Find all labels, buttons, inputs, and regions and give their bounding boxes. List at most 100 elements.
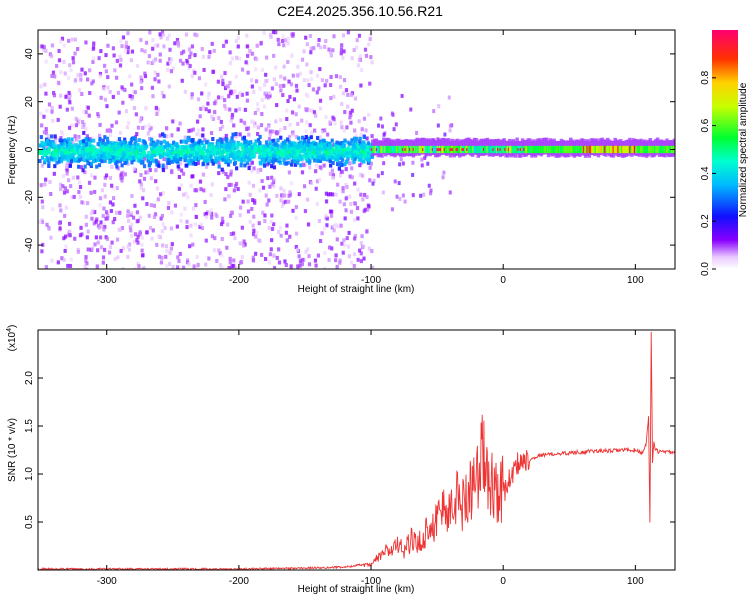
heatmap-cell <box>239 160 244 165</box>
heatmap-cell <box>318 238 323 243</box>
heatmap-cell <box>365 147 369 152</box>
heatmap-cell <box>285 155 289 160</box>
heatmap-cell <box>127 155 131 160</box>
heatmap-cell <box>256 102 260 107</box>
heatmap-cell <box>107 144 111 149</box>
heatmap-cell <box>58 226 62 231</box>
heatmap-cell <box>120 226 125 231</box>
heatmap-cell <box>263 213 267 218</box>
heatmap-cell <box>172 158 177 163</box>
heatmap-cell <box>332 34 336 39</box>
heatmap-cell <box>250 160 254 165</box>
heatmap-cell <box>231 146 235 151</box>
heatmap-cell <box>344 196 348 201</box>
heatmap-cell <box>232 188 236 193</box>
heatmap-cell <box>370 154 374 159</box>
heatmap-cell <box>349 92 354 97</box>
heatmap-cell <box>161 33 165 38</box>
heatmap-cell <box>155 111 159 116</box>
heatmap-cell <box>310 155 314 160</box>
heatmap-cell <box>80 124 84 129</box>
heatmap-cell <box>92 221 96 226</box>
heatmap-cell <box>126 244 130 249</box>
heatmap-cell <box>333 153 338 158</box>
heatmap-cell <box>297 192 301 197</box>
heatmap-cell <box>331 147 335 152</box>
heatmap-cell <box>152 59 156 64</box>
heatmap-cell <box>118 130 123 135</box>
x-tick-label: 0 <box>500 275 506 286</box>
heatmap-cell <box>339 84 343 89</box>
heatmap-cell <box>294 162 298 167</box>
heatmap-cell <box>283 76 287 81</box>
heatmap-cell <box>360 144 364 149</box>
heatmap-cell <box>229 172 233 177</box>
heatmap-cell <box>294 231 299 236</box>
heatmap-cell <box>253 198 257 203</box>
heatmap-cell <box>302 149 307 154</box>
heatmap-cell <box>318 158 323 163</box>
heatmap-cell <box>254 145 258 150</box>
heatmap-cell <box>65 139 70 144</box>
heatmap-cell <box>162 44 166 49</box>
heatmap-cell <box>44 127 48 132</box>
heatmap-cell <box>342 238 346 243</box>
heatmap-cell <box>187 128 191 133</box>
heatmap-cell <box>289 82 294 87</box>
heatmap-cell <box>300 140 305 145</box>
heatmap-cell <box>168 250 172 255</box>
heatmap-cell <box>295 88 299 93</box>
heatmap-cell <box>353 156 357 161</box>
heatmap-cell <box>234 131 238 136</box>
heatmap-cell <box>102 222 106 227</box>
heatmap-cell <box>67 155 71 160</box>
heatmap-cell <box>139 172 143 177</box>
heatmap-cell <box>95 217 99 222</box>
heatmap-cell <box>188 153 193 158</box>
heatmap-cell <box>234 39 238 44</box>
heatmap-cell <box>356 63 361 68</box>
heatmap-cell <box>179 139 183 144</box>
heatmap-cell <box>216 79 220 84</box>
heatmap-cell <box>229 145 233 150</box>
heatmap-cell <box>206 161 210 166</box>
heatmap-cell <box>315 201 319 206</box>
heatmap-cell <box>208 150 212 155</box>
heatmap-cell <box>165 36 170 41</box>
heatmap-cell <box>121 100 125 105</box>
heatmap-cell <box>338 199 342 204</box>
heatmap-cell <box>300 156 304 161</box>
heatmap-cell <box>106 75 110 80</box>
heatmap-cell <box>345 159 349 164</box>
heatmap-cell <box>135 219 139 224</box>
heatmap-cell <box>195 188 199 193</box>
heatmap-cell <box>309 70 313 75</box>
heatmap-cell <box>284 161 288 166</box>
heatmap-cell <box>292 132 296 137</box>
heatmap-cell <box>150 147 154 152</box>
heatmap-cell <box>159 140 163 145</box>
heatmap-cell <box>149 155 154 160</box>
heatmap-cell <box>133 169 137 174</box>
heatmap-cell <box>368 178 372 183</box>
heatmap-cell <box>135 210 140 215</box>
heatmap-cell <box>227 183 231 188</box>
heatmap-cell <box>442 170 446 175</box>
heatmap-cell <box>112 158 116 163</box>
x-tick-label: 100 <box>627 275 644 286</box>
heatmap-cell <box>130 160 134 165</box>
heatmap-cell <box>245 98 249 103</box>
heatmap-cell <box>97 133 102 138</box>
heatmap-cell <box>156 146 161 151</box>
heatmap-cell <box>165 150 170 155</box>
heatmap-cell <box>44 59 48 64</box>
heatmap-cell <box>151 38 155 43</box>
heatmap-cell <box>151 46 155 51</box>
heatmap-cell <box>324 191 329 196</box>
heatmap-cell <box>328 171 332 176</box>
heatmap-cell <box>341 55 345 60</box>
heatmap-cell <box>256 168 261 173</box>
heatmap-cell <box>314 163 319 168</box>
spectrogram-y-axis-label: Frequency (Hz) <box>7 116 18 185</box>
heatmap-cell <box>190 148 195 153</box>
